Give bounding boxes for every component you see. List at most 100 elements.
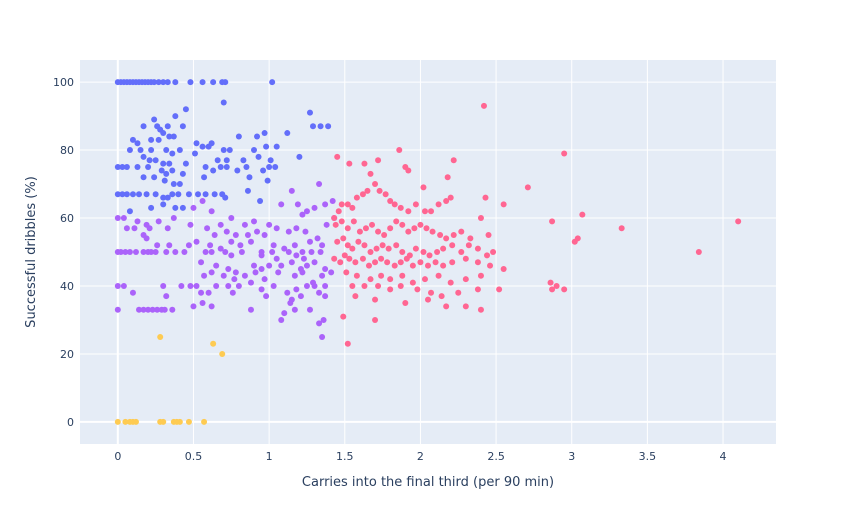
data-point[interactable] (496, 286, 503, 293)
data-point[interactable] (397, 204, 404, 211)
data-point[interactable] (426, 252, 433, 259)
data-point[interactable] (561, 286, 568, 293)
data-point[interactable] (260, 167, 267, 174)
data-point[interactable] (443, 235, 450, 242)
data-point[interactable] (213, 282, 220, 289)
data-point[interactable] (477, 215, 484, 222)
data-point[interactable] (140, 153, 147, 160)
data-point[interactable] (122, 418, 129, 425)
data-point[interactable] (346, 255, 353, 262)
data-point[interactable] (579, 211, 586, 218)
data-point[interactable] (195, 191, 202, 198)
data-point[interactable] (484, 252, 491, 259)
data-point[interactable] (240, 157, 247, 164)
data-point[interactable] (367, 249, 374, 255)
data-point[interactable] (181, 249, 188, 255)
data-point[interactable] (137, 147, 144, 154)
data-point[interactable] (447, 194, 454, 201)
data-point[interactable] (399, 272, 406, 279)
data-point[interactable] (429, 228, 436, 235)
data-point[interactable] (322, 293, 329, 300)
data-point[interactable] (258, 252, 265, 259)
data-point[interactable] (359, 191, 366, 198)
data-point[interactable] (114, 191, 121, 198)
data-point[interactable] (154, 306, 161, 313)
data-point[interactable] (306, 306, 313, 313)
data-point[interactable] (323, 221, 330, 228)
data-point[interactable] (163, 170, 170, 177)
data-point[interactable] (163, 293, 170, 300)
data-point[interactable] (294, 201, 301, 208)
data-point[interactable] (349, 245, 356, 252)
data-point[interactable] (201, 272, 208, 279)
data-point[interactable] (314, 235, 321, 242)
data-point[interactable] (287, 299, 294, 306)
data-point[interactable] (343, 269, 350, 276)
data-point[interactable] (369, 221, 376, 228)
data-point[interactable] (291, 242, 298, 249)
data-point[interactable] (428, 289, 435, 296)
data-point[interactable] (428, 208, 435, 215)
data-point[interactable] (340, 235, 347, 242)
data-point[interactable] (317, 249, 324, 255)
data-point[interactable] (332, 221, 339, 228)
data-point[interactable] (310, 123, 317, 130)
data-point[interactable] (143, 191, 150, 198)
data-point[interactable] (353, 194, 360, 201)
data-point[interactable] (232, 232, 239, 239)
data-point[interactable] (237, 242, 244, 249)
data-point[interactable] (251, 218, 257, 225)
data-point[interactable] (303, 208, 310, 215)
data-point[interactable] (120, 282, 127, 289)
data-point[interactable] (234, 167, 241, 174)
data-point[interactable] (405, 167, 412, 174)
data-point[interactable] (299, 249, 306, 255)
data-point[interactable] (187, 79, 194, 86)
data-point[interactable] (160, 194, 167, 201)
data-point[interactable] (281, 310, 288, 317)
data-point[interactable] (211, 232, 218, 239)
data-point[interactable] (340, 313, 347, 320)
data-point[interactable] (379, 242, 386, 249)
data-point[interactable] (226, 147, 233, 154)
data-point[interactable] (462, 255, 469, 262)
data-point[interactable] (278, 262, 285, 269)
data-point[interactable] (421, 208, 428, 215)
data-point[interactable] (252, 269, 259, 276)
data-point[interactable] (266, 221, 273, 228)
data-point[interactable] (190, 204, 197, 211)
data-point[interactable] (405, 208, 412, 215)
data-point[interactable] (119, 164, 126, 171)
data-point[interactable] (322, 282, 329, 289)
data-point[interactable] (322, 265, 329, 272)
data-point[interactable] (288, 259, 295, 266)
data-point[interactable] (378, 255, 385, 262)
data-point[interactable] (293, 252, 300, 259)
data-point[interactable] (355, 238, 362, 245)
data-point[interactable] (123, 225, 130, 232)
data-point[interactable] (387, 225, 394, 232)
data-point[interactable] (198, 289, 205, 296)
data-point[interactable] (467, 235, 474, 242)
data-point[interactable] (222, 79, 229, 86)
data-point[interactable] (114, 282, 121, 289)
data-point[interactable] (179, 204, 186, 211)
data-point[interactable] (176, 181, 183, 188)
data-point[interactable] (143, 235, 150, 242)
data-point[interactable] (176, 147, 183, 154)
data-point[interactable] (300, 255, 307, 262)
data-point[interactable] (160, 282, 167, 289)
data-point[interactable] (335, 208, 342, 215)
data-point[interactable] (122, 249, 129, 255)
data-point[interactable] (126, 249, 133, 255)
data-point[interactable] (437, 232, 444, 239)
data-point[interactable] (114, 306, 121, 313)
data-point[interactable] (477, 306, 484, 313)
data-point[interactable] (123, 191, 130, 198)
data-point[interactable] (199, 143, 206, 150)
data-point[interactable] (303, 282, 310, 289)
data-point[interactable] (210, 79, 217, 86)
data-point[interactable] (385, 245, 392, 252)
data-point[interactable] (391, 262, 398, 269)
data-point[interactable] (219, 350, 226, 357)
